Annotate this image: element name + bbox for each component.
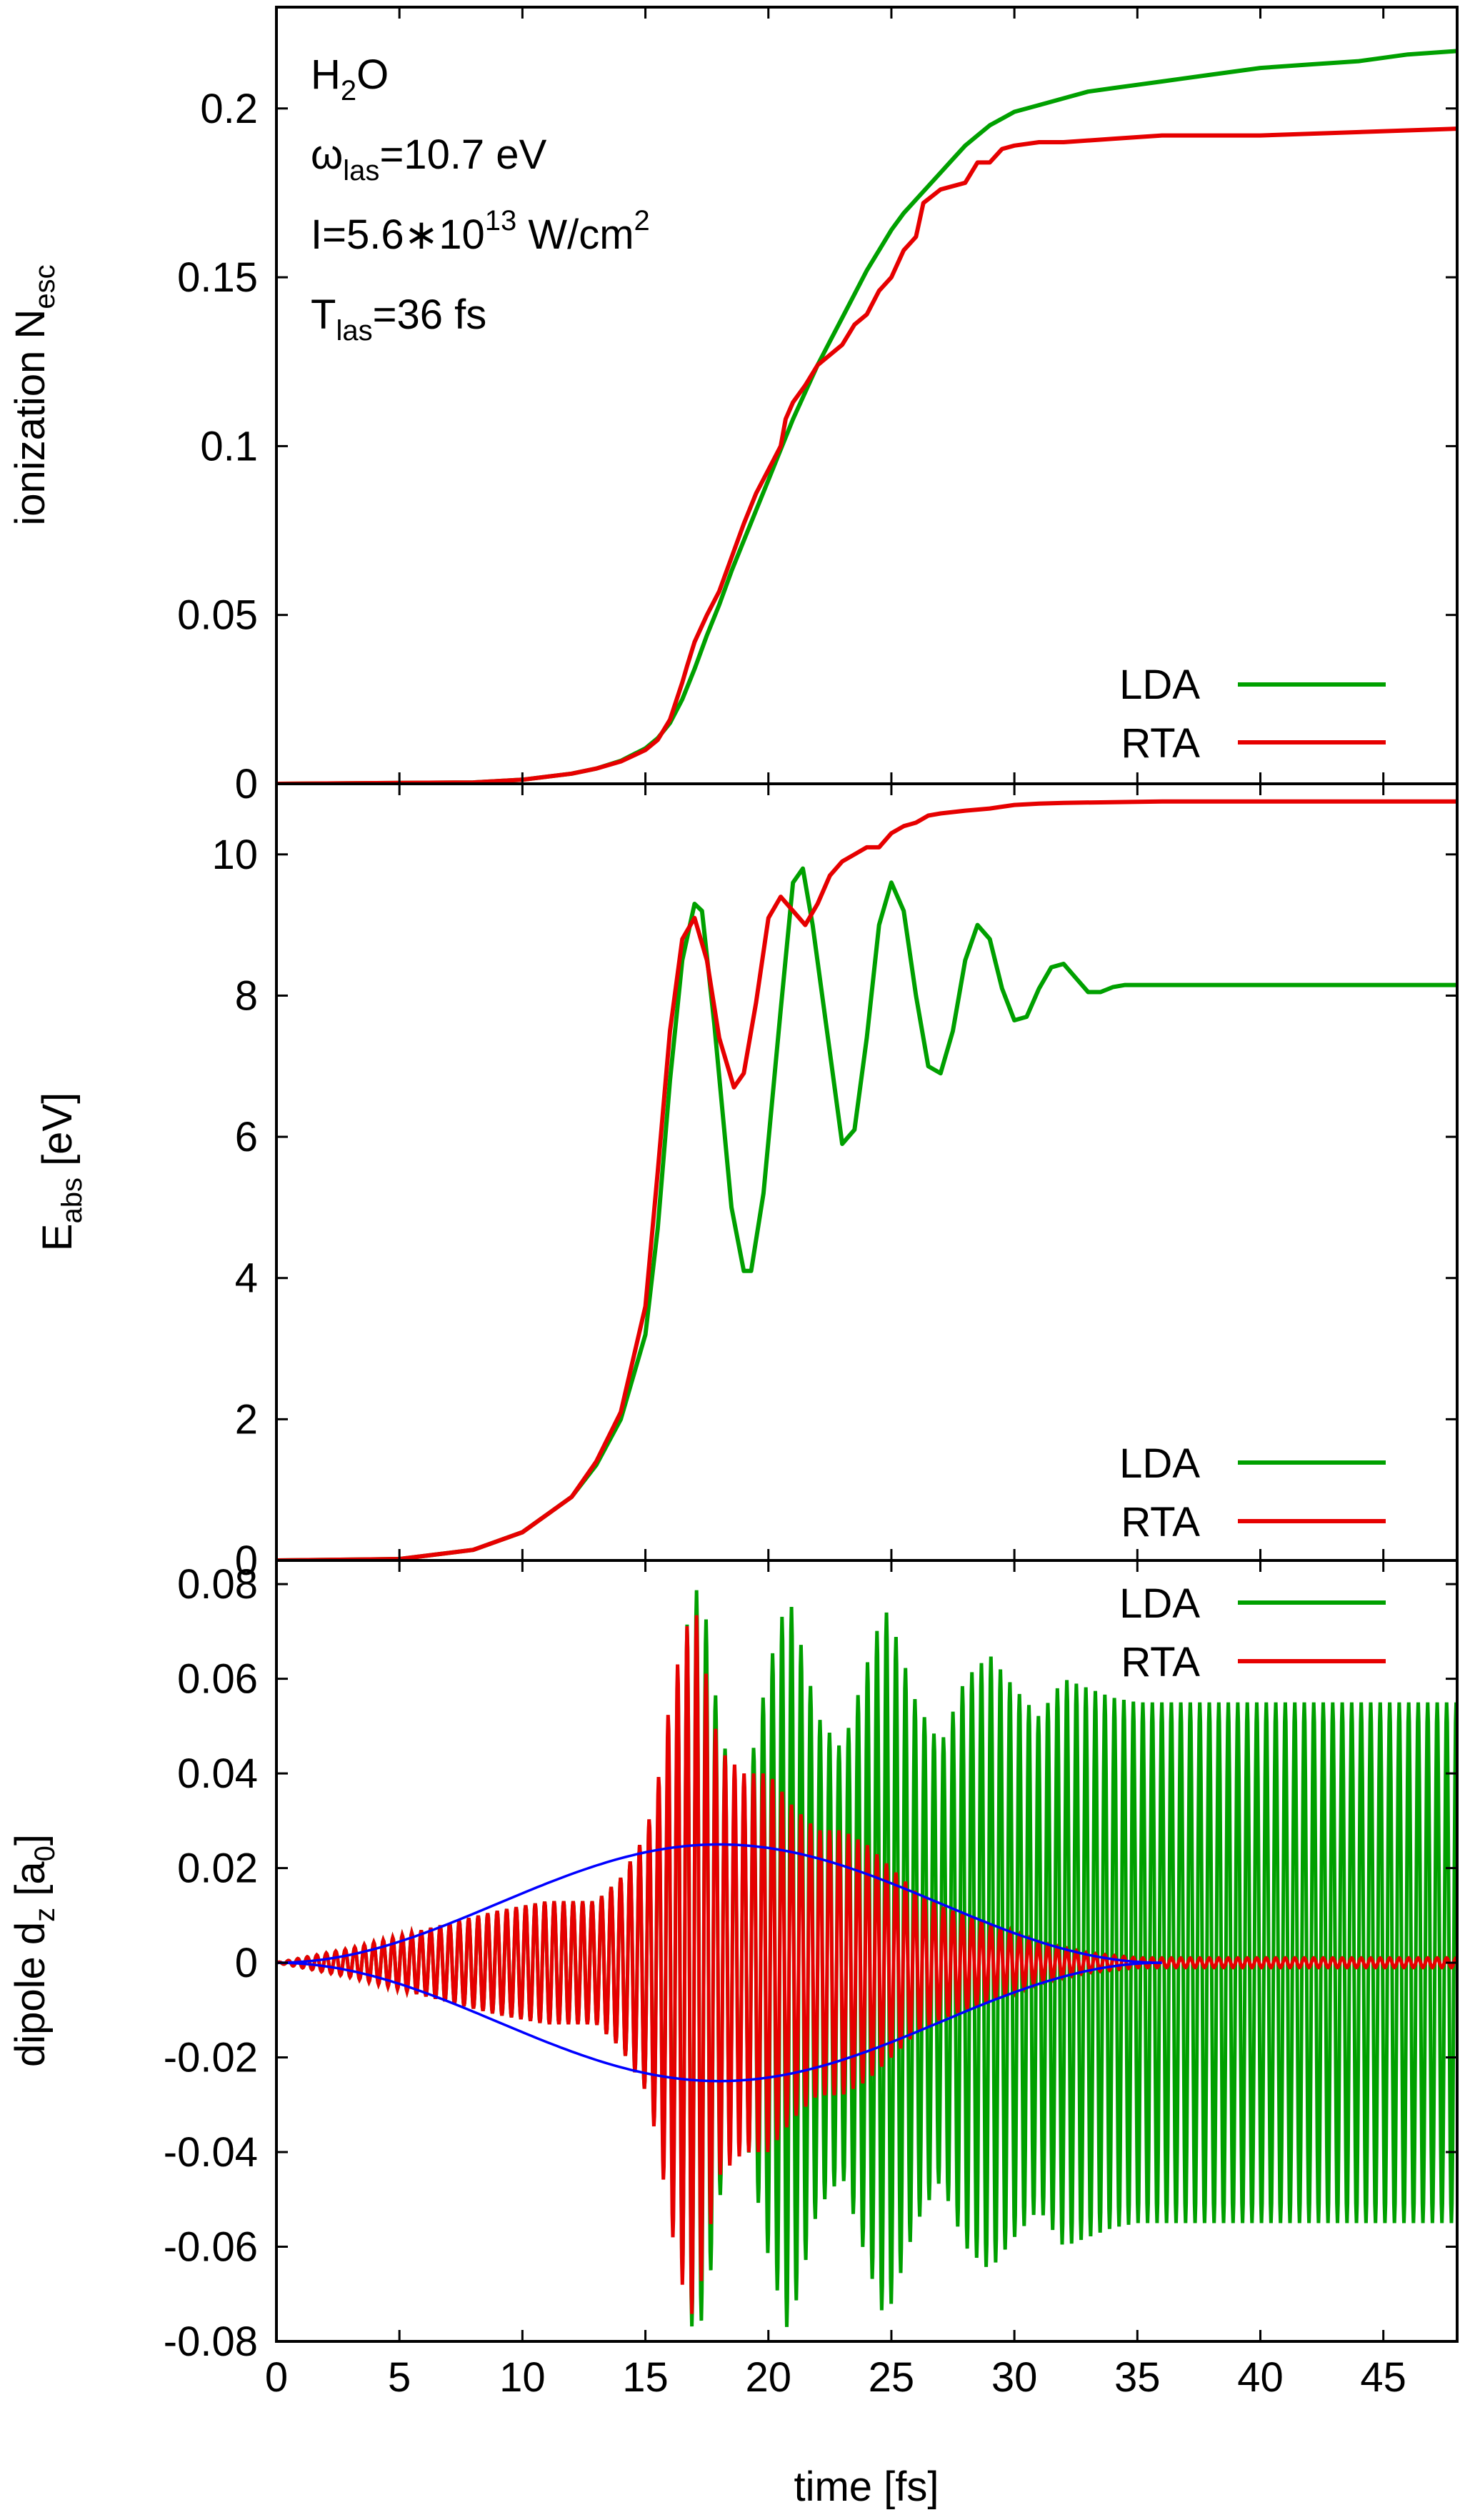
legend-rta-label: RTA	[1121, 720, 1200, 767]
x-axis-label: time [fs]	[794, 2464, 939, 2510]
x-tick-label: 30	[991, 2354, 1038, 2401]
series-line-rta	[276, 126, 1457, 784]
x-tick-label: 35	[1114, 2354, 1161, 2401]
x-tick-label: 15	[622, 2354, 669, 2401]
y-tick-label: 0.1	[200, 423, 258, 469]
legend-lda-label: LDA	[1119, 1440, 1200, 1487]
y-tick-label: 0.15	[177, 254, 258, 301]
y-tick-label: -0.08	[164, 2319, 258, 2365]
panel-ionization: 0 0.05 0.1 0.15 0.2 ionization Nesc H2O ωlas…	[7, 6, 1459, 807]
panel3-series	[276, 1590, 1457, 2327]
molecule-label: H2O	[311, 51, 389, 106]
y-tick-label: 0.2	[200, 86, 258, 132]
panel-dipole: -0.08 -0.06 -0.04 -0.02 0 0.02 0.04 0.06 0.08 0 5 1…	[7, 1559, 1459, 2510]
series-line-lda	[276, 866, 1457, 1560]
panel2-ticks: 0 2 4 6 8 10	[211, 784, 1457, 1584]
x-tick-label: 0	[265, 2354, 288, 2401]
y-tick-label: 0.04	[177, 1750, 258, 1797]
panel3-legend: LDA RTA	[1119, 1580, 1386, 1685]
x-tick-label: 25	[869, 2354, 915, 2401]
legend-rta-label: RTA	[1121, 1499, 1200, 1545]
panel3-frame	[275, 1559, 1459, 2343]
panel2-frame	[275, 782, 1459, 1562]
y-tick-label: 0.08	[177, 1561, 258, 1608]
laser-duration-label: Tlas=36 fs	[311, 292, 486, 347]
legend-lda-label: LDA	[1119, 662, 1200, 708]
y-tick-label: 4	[235, 1255, 258, 1302]
y-tick-label: 10	[211, 832, 258, 878]
y-tick-label: -0.02	[164, 2035, 258, 2081]
y-tick-label: 0.06	[177, 1656, 258, 1703]
y-tick-label: 0	[235, 761, 258, 807]
x-tick-label: 45	[1360, 2354, 1406, 2401]
y-tick-label: 0.02	[177, 1846, 258, 1892]
laser-intensity-label: I=5.6∗1013 W/cm2	[311, 205, 650, 258]
panel3-ticks: -0.08 -0.06 -0.04 -0.02 0 0.02 0.04 0.06 0.08 0 5 1…	[164, 1560, 1457, 2401]
panel2-y-axis-label: Eabs [eV]	[34, 1092, 88, 1251]
panel-energy: 0 2 4 6 8 10 Eabs [eV] LDA RTA	[34, 782, 1459, 1584]
panel2-series	[276, 799, 1457, 1560]
panel1-legend: LDA RTA	[1119, 662, 1386, 767]
panel1-y-axis-label: ionization Nesc	[7, 264, 61, 525]
x-tick-label: 5	[388, 2354, 411, 2401]
y-tick-label: 0.05	[177, 592, 258, 639]
panel1-frame	[275, 6, 1459, 785]
y-tick-label: -0.06	[164, 2224, 258, 2271]
series-line-rta	[276, 799, 1457, 1560]
legend-lda-label: LDA	[1119, 1580, 1200, 1627]
y-tick-label: -0.04	[164, 2129, 258, 2176]
series-line-rta	[276, 1615, 1457, 2314]
laser-envelope-upper	[276, 1843, 1162, 1964]
x-tick-label: 40	[1237, 2354, 1284, 2401]
panel1-series	[276, 49, 1457, 784]
panel2-legend: LDA RTA	[1119, 1440, 1386, 1545]
laser-envelope-lower	[276, 1961, 1162, 2083]
y-tick-label: 0	[235, 1538, 258, 1584]
legend-rta-label: RTA	[1121, 1639, 1200, 1685]
y-tick-label: 0	[235, 1940, 258, 1986]
x-tick-label: 20	[745, 2354, 791, 2401]
panel1-annotation: H2O ωlas=10.7 eV I=5.6∗1013 W/cm2 Tlas=3…	[311, 51, 650, 347]
laser-frequency-label: ωlas=10.7 eV	[311, 131, 547, 186]
y-tick-label: 6	[235, 1114, 258, 1160]
x-tick-label: 10	[499, 2354, 546, 2401]
panel3-y-axis-label: dipole dz [a0]	[7, 1834, 61, 2067]
y-tick-label: 2	[235, 1396, 258, 1443]
y-tick-label: 8	[235, 972, 258, 1019]
panel1-ticks: 0 0.05 0.1 0.15 0.2	[177, 7, 1457, 807]
